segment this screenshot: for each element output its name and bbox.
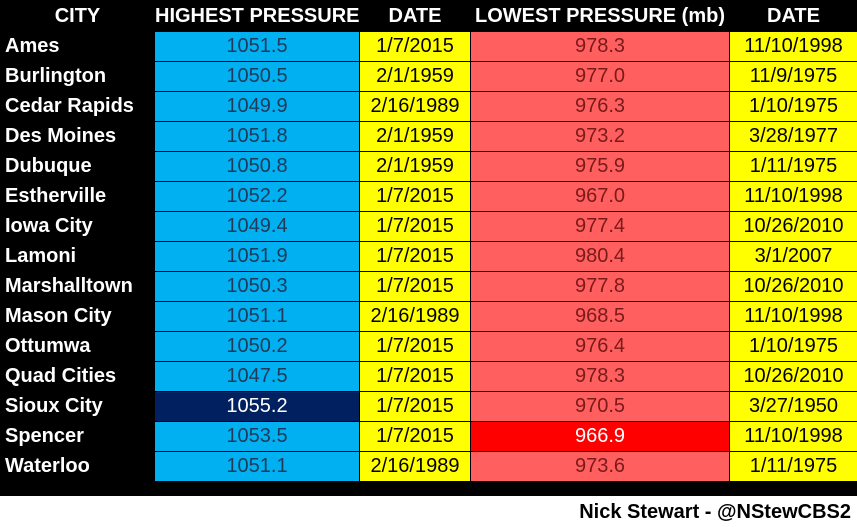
city-cell: Dubuque xyxy=(0,151,155,182)
city-cell: Mason City xyxy=(0,301,155,332)
low-date-cell: 10/26/2010 xyxy=(729,361,857,392)
high-date-cell: 1/7/2015 xyxy=(359,331,471,362)
city-cell: Des Moines xyxy=(0,121,155,152)
high-date-cell: 1/7/2015 xyxy=(359,421,471,452)
table-row: Lamoni 1051.9 1/7/2015 980.4 3/1/2007 xyxy=(0,241,857,272)
low-date-cell: 11/10/1998 xyxy=(729,421,857,452)
low-date-cell: 11/10/1998 xyxy=(729,301,857,332)
table-row: Des Moines 1051.8 2/1/1959 973.2 3/28/19… xyxy=(0,121,857,152)
lowest-pressure-cell: 976.4 xyxy=(470,331,730,362)
header-highest-pressure: HIGHEST PRESSURE xyxy=(154,0,360,32)
low-date-cell: 11/10/1998 xyxy=(729,181,857,212)
low-date-cell: 3/27/1950 xyxy=(729,391,857,422)
table-row: Ames 1051.5 1/7/2015 978.3 11/10/1998 xyxy=(0,31,857,62)
highest-pressure-cell: 1051.9 xyxy=(154,241,360,272)
table-row: Ottumwa 1050.2 1/7/2015 976.4 1/10/1975 xyxy=(0,331,857,362)
header-city: CITY xyxy=(0,0,155,32)
highest-pressure-cell: 1050.2 xyxy=(154,331,360,362)
lowest-pressure-cell: 977.8 xyxy=(470,271,730,302)
highest-pressure-cell: 1050.5 xyxy=(154,61,360,92)
highest-pressure-cell: 1053.5 xyxy=(154,421,360,452)
lowest-pressure-cell: 976.3 xyxy=(470,91,730,122)
highest-pressure-cell: 1051.5 xyxy=(154,31,360,62)
high-date-cell: 1/7/2015 xyxy=(359,211,471,242)
lowest-pressure-cell: 967.0 xyxy=(470,181,730,212)
highest-pressure-cell: 1051.1 xyxy=(154,301,360,332)
pressure-records-sheet: CITY HIGHEST PRESSURE DATE LOWEST PRESSU… xyxy=(0,0,857,496)
high-date-cell: 1/7/2015 xyxy=(359,31,471,62)
header-lowest-pressure: LOWEST PRESSURE (mb) xyxy=(470,0,730,32)
lowest-pressure-cell: 973.2 xyxy=(470,121,730,152)
city-cell: Ottumwa xyxy=(0,331,155,362)
header-row: CITY HIGHEST PRESSURE DATE LOWEST PRESSU… xyxy=(0,0,857,32)
highest-pressure-cell-record: 1055.2 xyxy=(154,391,360,422)
table-row: Spencer 1053.5 1/7/2015 966.9 11/10/1998 xyxy=(0,421,857,452)
lowest-pressure-cell: 975.9 xyxy=(470,151,730,182)
high-date-cell: 2/1/1959 xyxy=(359,61,471,92)
high-date-cell: 1/7/2015 xyxy=(359,361,471,392)
highest-pressure-cell: 1049.4 xyxy=(154,211,360,242)
highest-pressure-cell: 1051.1 xyxy=(154,451,360,482)
high-date-cell: 1/7/2015 xyxy=(359,391,471,422)
header-low-date: DATE xyxy=(729,0,857,32)
highest-pressure-cell: 1049.9 xyxy=(154,91,360,122)
high-date-cell: 2/1/1959 xyxy=(359,151,471,182)
table-row: Burlington 1050.5 2/1/1959 977.0 11/9/19… xyxy=(0,61,857,92)
low-date-cell: 11/9/1975 xyxy=(729,61,857,92)
table-row: Quad Cities 1047.5 1/7/2015 978.3 10/26/… xyxy=(0,361,857,392)
lowest-pressure-cell: 973.6 xyxy=(470,451,730,482)
lowest-pressure-cell-record: 966.9 xyxy=(470,421,730,452)
city-cell: Marshalltown xyxy=(0,271,155,302)
table-row: Iowa City 1049.4 1/7/2015 977.4 10/26/20… xyxy=(0,211,857,242)
city-cell: Quad Cities xyxy=(0,361,155,392)
author-credit: Nick Stewart - @NStewCBS2 xyxy=(579,501,851,523)
table-row: Marshalltown 1050.3 1/7/2015 977.8 10/26… xyxy=(0,271,857,302)
table-row: Cedar Rapids 1049.9 2/16/1989 976.3 1/10… xyxy=(0,91,857,122)
table-row: Waterloo 1051.1 2/16/1989 973.6 1/11/197… xyxy=(0,451,857,482)
city-cell: Ames xyxy=(0,31,155,62)
high-date-cell: 1/7/2015 xyxy=(359,181,471,212)
high-date-cell: 2/16/1989 xyxy=(359,301,471,332)
high-date-cell: 2/16/1989 xyxy=(359,91,471,122)
low-date-cell: 10/26/2010 xyxy=(729,211,857,242)
table-row: Dubuque 1050.8 2/1/1959 975.9 1/11/1975 xyxy=(0,151,857,182)
low-date-cell: 3/28/1977 xyxy=(729,121,857,152)
lowest-pressure-cell: 970.5 xyxy=(470,391,730,422)
lowest-pressure-cell: 980.4 xyxy=(470,241,730,272)
pressure-records-table: CITY HIGHEST PRESSURE DATE LOWEST PRESSU… xyxy=(0,0,857,482)
high-date-cell: 2/16/1989 xyxy=(359,451,471,482)
table-row: Mason City 1051.1 2/16/1989 968.5 11/10/… xyxy=(0,301,857,332)
high-date-cell: 1/7/2015 xyxy=(359,241,471,272)
low-date-cell: 10/26/2010 xyxy=(729,271,857,302)
header-high-date: DATE xyxy=(359,0,471,32)
highest-pressure-cell: 1050.3 xyxy=(154,271,360,302)
low-date-cell: 1/10/1975 xyxy=(729,91,857,122)
city-cell: Iowa City xyxy=(0,211,155,242)
lowest-pressure-cell: 977.4 xyxy=(470,211,730,242)
highest-pressure-cell: 1052.2 xyxy=(154,181,360,212)
highest-pressure-cell: 1047.5 xyxy=(154,361,360,392)
lowest-pressure-cell: 968.5 xyxy=(470,301,730,332)
lowest-pressure-cell: 978.3 xyxy=(470,31,730,62)
low-date-cell: 1/11/1975 xyxy=(729,151,857,182)
city-cell: Lamoni xyxy=(0,241,155,272)
city-cell: Estherville xyxy=(0,181,155,212)
low-date-cell: 1/10/1975 xyxy=(729,331,857,362)
low-date-cell: 3/1/2007 xyxy=(729,241,857,272)
city-cell: Waterloo xyxy=(0,451,155,482)
high-date-cell: 1/7/2015 xyxy=(359,271,471,302)
city-cell: Burlington xyxy=(0,61,155,92)
low-date-cell: 1/11/1975 xyxy=(729,451,857,482)
high-date-cell: 2/1/1959 xyxy=(359,121,471,152)
highest-pressure-cell: 1051.8 xyxy=(154,121,360,152)
city-cell: Sioux City xyxy=(0,391,155,422)
table-row: Estherville 1052.2 1/7/2015 967.0 11/10/… xyxy=(0,181,857,212)
lowest-pressure-cell: 978.3 xyxy=(470,361,730,392)
table-row: Sioux City 1055.2 1/7/2015 970.5 3/27/19… xyxy=(0,391,857,422)
highest-pressure-cell: 1050.8 xyxy=(154,151,360,182)
lowest-pressure-cell: 977.0 xyxy=(470,61,730,92)
city-cell: Cedar Rapids xyxy=(0,91,155,122)
city-cell: Spencer xyxy=(0,421,155,452)
low-date-cell: 11/10/1998 xyxy=(729,31,857,62)
